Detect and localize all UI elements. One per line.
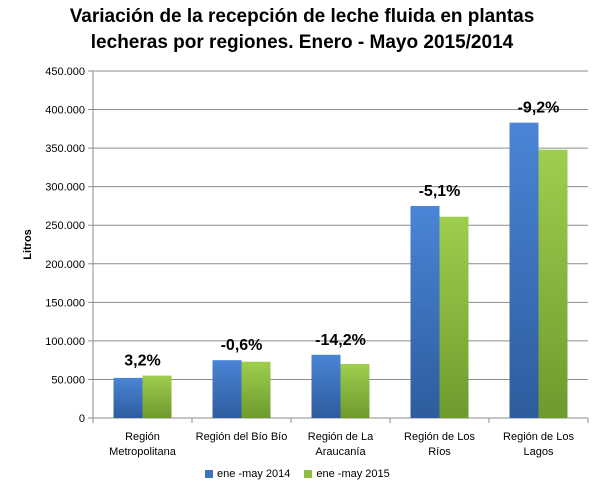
bar-2015 [538,149,568,419]
y-tick-label: 250.000 [45,220,85,232]
legend-swatch-2014 [205,470,213,478]
bar-2014 [410,205,440,418]
x-tick-label: Región [125,431,160,443]
legend-label-2014: ene -may 2014 [217,468,291,480]
y-tick-label: 300.000 [45,182,85,194]
change-label: 3,2% [124,353,160,370]
chart-title-line-1: Variación de la recepción de leche fluid… [69,6,535,27]
legend-item-2014: ene -may 2014 [205,468,290,480]
change-label: -0,6% [221,337,263,354]
x-tick-label: Región de Los [503,431,574,443]
chart-legend: ene -may 2014 ene -may 2015 [205,468,390,480]
x-tick-label: Metropolitana [109,446,177,458]
legend-label-2015: ene -may 2015 [316,468,390,480]
y-tick-label: 400.000 [45,105,85,117]
x-tick-label: Lagos [524,446,554,458]
x-tick-label: Región del Bío Bío [196,431,288,443]
y-tick-label: 450.000 [45,66,85,78]
bar-2015 [439,216,469,418]
change-label: -9,2% [518,100,560,117]
legend-swatch-2015 [304,470,313,478]
y-tick-label: 0 [79,413,85,425]
x-tick-label: Ríos [428,446,451,458]
change-label: -5,1% [419,183,461,200]
legend-item-2015: ene -may 2015 [304,468,390,480]
change-label: -14,2% [315,332,366,349]
bar-2015 [340,364,370,418]
bar-2014 [311,354,341,418]
y-axis-title: Litros [22,229,34,260]
bar-2015 [142,375,172,418]
bar-2014 [113,377,143,418]
y-tick-label: 100.000 [45,336,85,348]
x-tick-label: Región de Los [404,431,475,443]
x-tick-label: Región de La [308,431,374,443]
y-tick-label: 50.000 [51,374,85,386]
y-tick-label: 350.000 [45,143,85,155]
bar-2014 [212,360,242,418]
chart-title-line-2: lecheras por regiones. Enero - Mayo 2015… [90,32,514,53]
y-tick-label: 200.000 [45,259,85,271]
bar-2015 [241,361,271,418]
x-tick-label: Araucanía [315,446,366,458]
y-tick-label: 150.000 [45,297,85,309]
bar-2014 [509,122,539,419]
